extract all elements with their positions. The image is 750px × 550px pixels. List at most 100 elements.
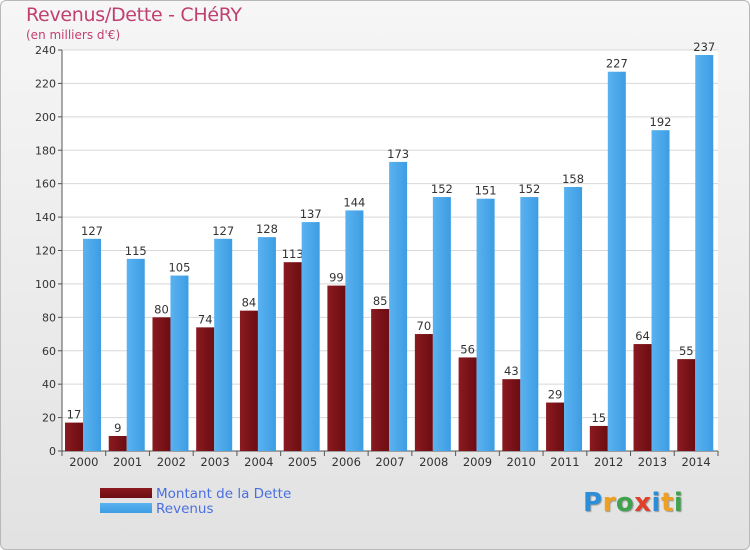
bar-revenus-2014 (695, 55, 714, 451)
data-label: 74 (198, 312, 213, 326)
data-label: 29 (548, 388, 563, 402)
chart-subtitle: (en milliers d'€) (26, 28, 121, 42)
proxiti-logo: Proxiti (583, 488, 683, 518)
y-tick-label: 0 (49, 445, 56, 458)
data-label: 43 (504, 364, 519, 378)
data-label: 64 (635, 329, 650, 343)
data-label: 105 (168, 261, 190, 275)
y-tick-label: 140 (35, 211, 56, 224)
y-tick-label: 60 (42, 345, 56, 358)
data-label: 152 (518, 182, 540, 196)
bar-dette-2006 (327, 285, 346, 451)
legend-label-dette: Montant de la Dette (156, 486, 292, 502)
logo-letter: i (673, 488, 684, 518)
bar-dette-2007 (371, 308, 390, 451)
bar-revenus-2001 (126, 258, 145, 451)
logo-letter: i (651, 488, 661, 518)
y-tick-label: 220 (35, 77, 56, 90)
bar-revenus-2009 (476, 198, 495, 451)
data-label: 70 (417, 319, 432, 333)
logo-letter: P (583, 488, 603, 518)
x-tick-label: 2001 (113, 455, 142, 469)
x-tick-label: 2011 (550, 455, 579, 469)
bar-dette-2003 (196, 327, 215, 451)
bar-revenus-2010 (520, 197, 539, 451)
data-label: 144 (343, 195, 365, 209)
y-tick-label: 40 (42, 378, 56, 391)
bar-dette-2005 (283, 262, 302, 451)
bar-revenus-2008 (432, 197, 451, 451)
data-label: 158 (562, 172, 584, 186)
y-tick-label: 200 (35, 111, 56, 124)
x-tick-label: 2010 (507, 455, 536, 469)
bar-revenus-2011 (564, 187, 583, 451)
data-label: 17 (67, 408, 82, 422)
bar-dette-2001 (108, 435, 127, 451)
x-tick-label: 2004 (244, 455, 273, 469)
bar-dette-2008 (414, 334, 433, 451)
y-tick-label: 160 (35, 178, 56, 191)
logo-letter: t (660, 488, 674, 518)
data-label: 99 (329, 271, 344, 285)
y-tick-label: 240 (35, 44, 56, 57)
data-label: 9 (114, 421, 121, 435)
bar-dette-2013 (633, 344, 652, 451)
bar-dette-2000 (65, 422, 83, 451)
bar-dette-2002 (152, 317, 171, 451)
x-tick-label: 2005 (288, 455, 317, 469)
bar-dette-2004 (239, 310, 258, 451)
data-label: 192 (650, 115, 672, 129)
data-label: 115 (125, 244, 147, 258)
logo-letter: r (602, 488, 616, 518)
data-label: 55 (679, 344, 694, 358)
x-tick-label: 2014 (681, 455, 710, 469)
y-tick-label: 20 (42, 412, 56, 425)
x-tick-label: 2003 (200, 455, 229, 469)
y-tick-label: 180 (35, 144, 56, 157)
bar-revenus-2005 (301, 222, 320, 451)
bar-revenus-2003 (214, 238, 233, 451)
bar-revenus-2000 (83, 238, 101, 451)
y-tick-label: 80 (42, 311, 56, 324)
data-label: 56 (460, 342, 475, 356)
data-label: 127 (212, 224, 234, 238)
bar-dette-2014 (677, 359, 696, 451)
data-label: 151 (475, 184, 497, 198)
data-label: 127 (81, 224, 103, 238)
legend-swatch-revenus (100, 503, 152, 513)
bar-revenus-2012 (607, 71, 626, 452)
data-label: 173 (387, 147, 409, 161)
logo-letter: x (634, 488, 652, 518)
y-tick-label: 100 (35, 278, 56, 291)
data-label: 227 (606, 57, 628, 71)
data-label: 80 (154, 302, 169, 316)
legend-swatch-dette (100, 488, 152, 498)
x-tick-label: 2012 (594, 455, 623, 469)
data-label: 152 (431, 182, 453, 196)
data-label: 237 (693, 40, 715, 54)
x-tick-label: 2013 (638, 455, 667, 469)
bar-dette-2010 (502, 379, 521, 451)
x-tick-label: 2000 (69, 455, 98, 469)
bar-dette-2011 (546, 402, 565, 451)
data-label: 137 (300, 207, 322, 221)
chart-title: Revenus/Dette - CHéRY (26, 4, 242, 26)
x-tick-label: 2007 (375, 455, 404, 469)
x-tick-label: 2006 (332, 455, 361, 469)
x-tick-label: 2008 (419, 455, 448, 469)
y-tick-label: 120 (35, 245, 56, 258)
bar-revenus-2004 (257, 237, 276, 451)
bar-revenus-2002 (170, 275, 189, 451)
data-label: 15 (591, 411, 606, 425)
bar-revenus-2006 (345, 210, 364, 451)
bar-revenus-2013 (651, 130, 670, 451)
legend-label-revenus: Revenus (156, 501, 214, 517)
data-label: 85 (373, 294, 388, 308)
data-label: 84 (242, 296, 257, 310)
x-tick-label: 2002 (157, 455, 186, 469)
bar-revenus-2007 (389, 161, 408, 451)
bar-dette-2012 (589, 425, 608, 451)
bar-dette-2009 (458, 357, 477, 451)
logo-letter: o (615, 488, 635, 518)
